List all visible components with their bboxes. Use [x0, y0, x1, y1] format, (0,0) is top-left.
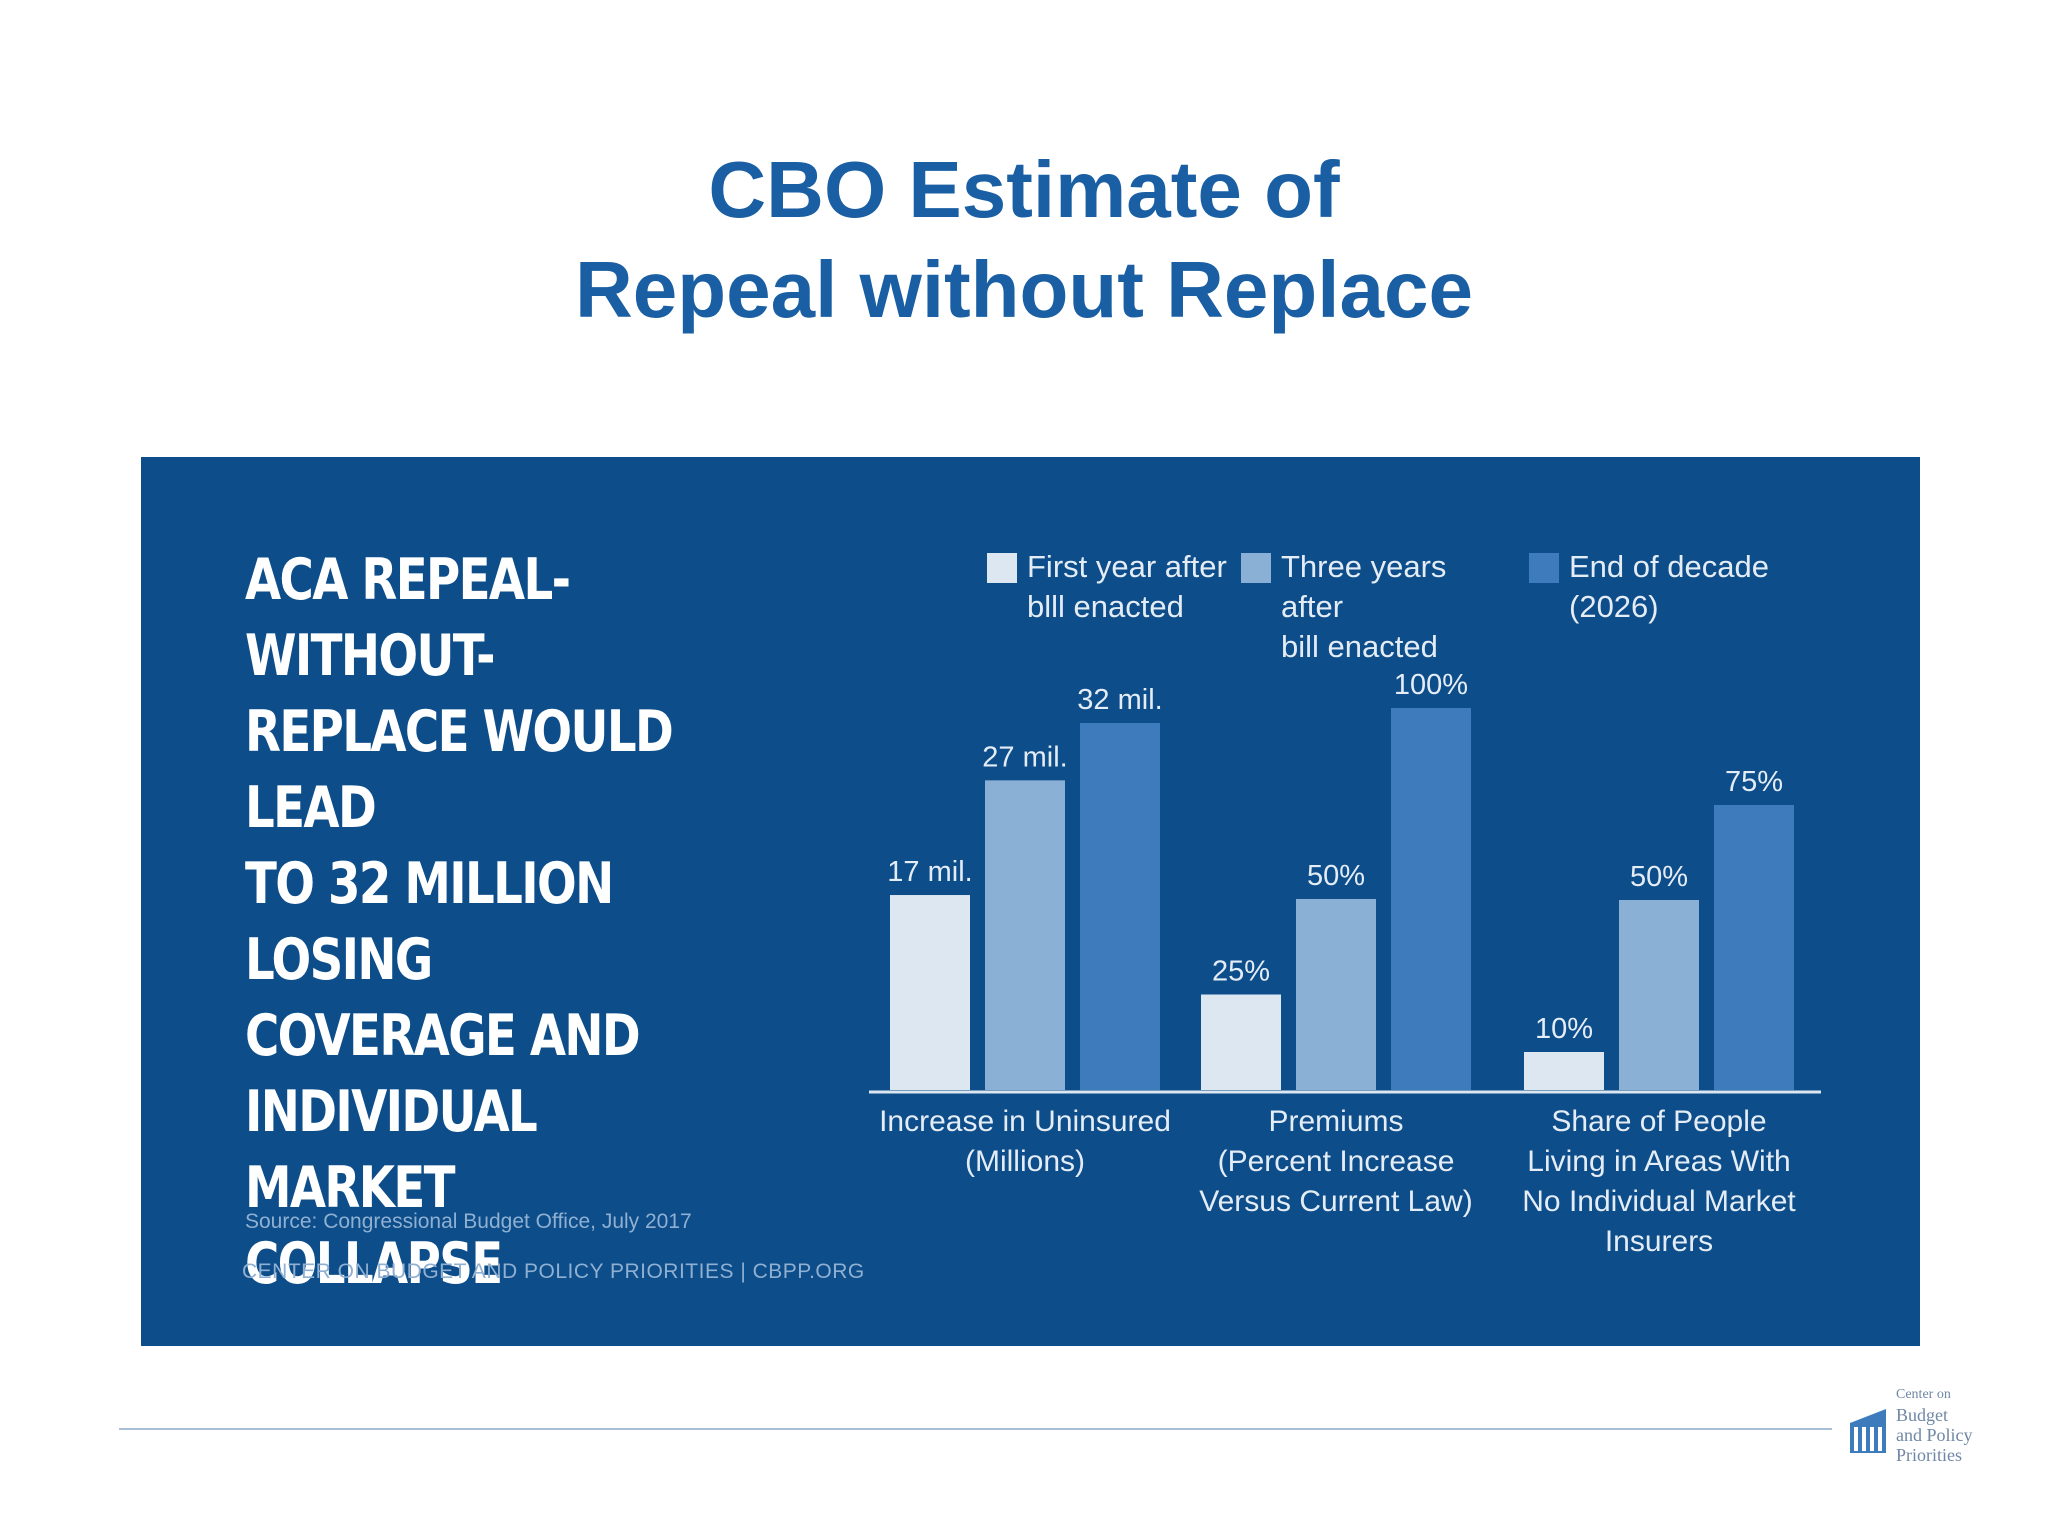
- category-label-line: Premiums: [1268, 1105, 1404, 1138]
- cbpp-logo: Center on Budget and Policy Priorities: [1848, 1385, 1993, 1475]
- category-label-line: (Millions): [965, 1145, 1085, 1178]
- headline-line: REPLACE WOULD LEAD: [245, 699, 674, 841]
- legend-label-line: First year after: [1027, 549, 1227, 584]
- bar-3-cat-3: [1714, 805, 1794, 1090]
- bar-chart: 17 mil. 27 mil. 32 mil. 25% 50% 100% 10% 50% 75%: [869, 669, 1821, 1094]
- headline-line: TO 32 MILLION LOSING: [245, 851, 614, 993]
- legend-swatch: [1529, 553, 1559, 583]
- logo-wordmark: Center on Budget and Policy Priorities: [1896, 1385, 1973, 1465]
- data-label: 100%: [1394, 669, 1468, 701]
- bar-2-cat-1: [985, 780, 1065, 1090]
- data-label: 27 mil.: [982, 741, 1067, 773]
- category-label: Increase in Uninsured (Millions): [875, 1102, 1175, 1182]
- bar-1-cat-3: [1524, 1052, 1604, 1090]
- category-label: Share of People Living in Areas With No In…: [1509, 1102, 1809, 1262]
- infographic-panel: ACA REPEAL-WITHOUT- REPLACE WOULD LEAD T…: [141, 457, 1920, 1346]
- data-label: 10%: [1535, 1013, 1593, 1045]
- legend-label-line: End of decade: [1569, 549, 1769, 584]
- data-label: 32 mil.: [1077, 684, 1162, 716]
- headline-line: COLLAPSE: [245, 1231, 503, 1297]
- category-label-line: Versus Current Law): [1199, 1185, 1473, 1218]
- slide-title: CBO Estimate of Repeal without Replace: [0, 140, 2048, 340]
- category-label: Premiums (Percent Increase Versus Current …: [1186, 1102, 1486, 1222]
- headline-line: COVERAGE AND: [245, 1003, 641, 1069]
- bar-1-cat-2: [1201, 994, 1281, 1090]
- legend-swatch: [1241, 553, 1271, 583]
- bar-1-cat-1: [890, 895, 970, 1090]
- slide-title-line-1: CBO Estimate of: [708, 145, 1340, 234]
- bar-2-cat-2: [1296, 899, 1376, 1090]
- headline-line: ACA REPEAL-WITHOUT-: [245, 547, 571, 689]
- legend-label: Three years after bill enacted: [1281, 547, 1511, 667]
- legend-label: End of decade (2026): [1569, 547, 1799, 627]
- legend-label-line: bill enacted: [1281, 629, 1438, 664]
- bar-3-cat-1: [1080, 723, 1160, 1090]
- category-label-line: No Individual Market: [1522, 1185, 1796, 1218]
- chart-legend: First year after blll enacted Three year…: [141, 547, 1920, 664]
- category-label-line: (Percent Increase: [1217, 1145, 1455, 1178]
- data-label: 17 mil.: [887, 856, 972, 888]
- legend-label-line: Three years after: [1281, 549, 1447, 624]
- category-label-line: Insurers: [1604, 1225, 1714, 1258]
- logo-line: Budget: [1896, 1405, 1948, 1425]
- logo-line: Center on: [1896, 1387, 1951, 1402]
- footer-divider: [119, 1428, 1832, 1430]
- data-label: 50%: [1307, 860, 1365, 892]
- logo-line: Priorities: [1896, 1445, 1962, 1465]
- legend-label-line: blll enacted: [1027, 589, 1184, 624]
- legend-swatch: [987, 553, 1017, 583]
- category-label-line: Share of People: [1551, 1105, 1767, 1138]
- org-credit: CENTER ON BUDGET AND POLICY PRIORITIES |…: [242, 1260, 865, 1283]
- legend-label-line: (2026): [1569, 589, 1659, 624]
- headline: ACA REPEAL-WITHOUT- REPLACE WOULD LEAD T…: [245, 542, 704, 1302]
- logo-line: and Policy: [1896, 1425, 1973, 1445]
- category-label-line: Living in Areas With: [1527, 1145, 1791, 1178]
- legend-label: First year after blll enacted: [1027, 547, 1257, 627]
- data-label: 25%: [1212, 956, 1270, 988]
- data-label: 50%: [1630, 861, 1688, 893]
- data-label: 75%: [1725, 766, 1783, 798]
- bar-2-cat-3: [1619, 900, 1699, 1090]
- source-note: Source: Congressional Budget Office, Jul…: [245, 1210, 692, 1233]
- capitol-icon: [1850, 1409, 1886, 1453]
- slide-title-line-2: Repeal without Replace: [575, 245, 1473, 334]
- bar-3-cat-2: [1391, 708, 1471, 1090]
- category-label-line: Increase in Uninsured: [879, 1105, 1171, 1138]
- headline-line: INDIVIDUAL MARKET: [245, 1079, 538, 1221]
